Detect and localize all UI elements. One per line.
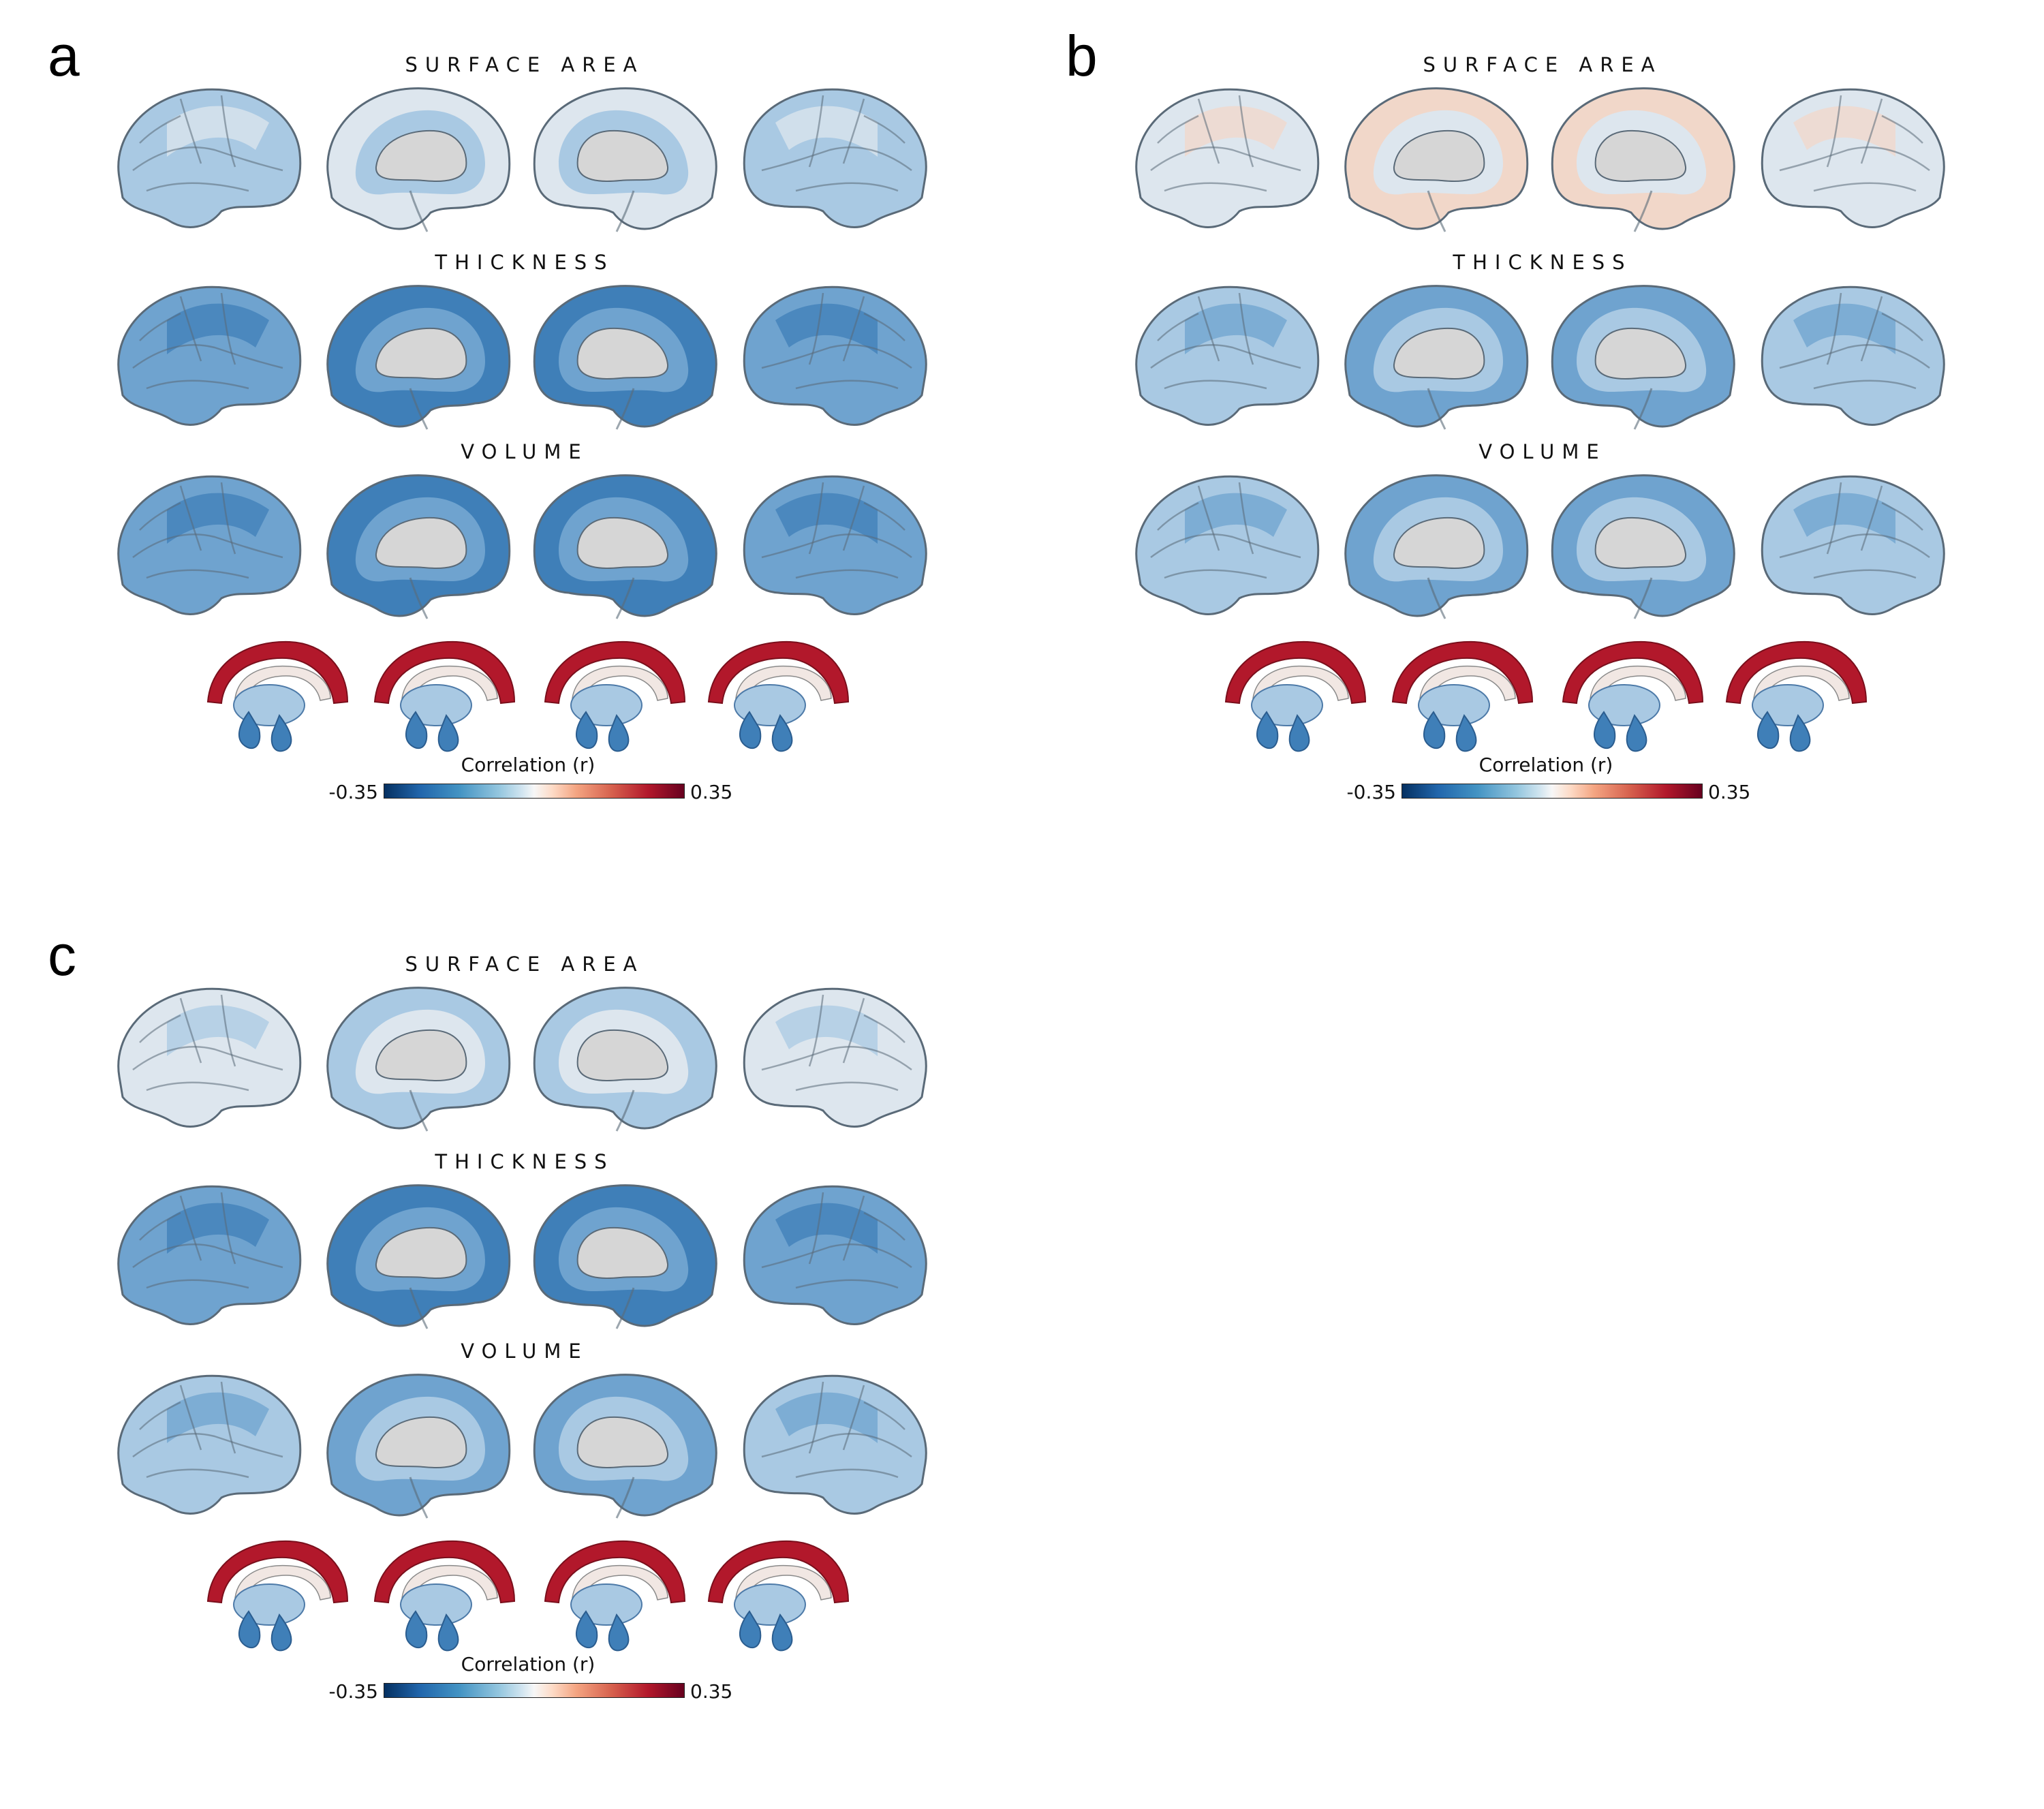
colorbar xyxy=(384,1683,685,1698)
colorbar xyxy=(384,784,685,799)
brain-maps xyxy=(117,87,927,752)
panel-label: a xyxy=(48,24,80,88)
row-title-volume: VOLUME xyxy=(1478,440,1607,463)
colorbar-title: Correlation (r) xyxy=(461,1653,595,1675)
brain-maps xyxy=(117,987,927,1652)
colorbar-title: Correlation (r) xyxy=(461,754,595,776)
row-title-volume: VOLUME xyxy=(461,440,589,463)
row-title-surface-area: SURFACE AREA xyxy=(405,53,645,76)
row-title-surface-area: SURFACE AREA xyxy=(405,953,645,976)
colorbar-min-label: -0.35 xyxy=(328,1680,378,1703)
panel-a: a SURFACE AREA THICKNESS VOLUME Correlat… xyxy=(0,0,1022,886)
row-title-thickness: THICKNESS xyxy=(435,251,615,274)
panel-label: b xyxy=(1066,24,1098,88)
row-title-surface-area: SURFACE AREA xyxy=(1423,53,1662,76)
colorbar-title: Correlation (r) xyxy=(1478,754,1613,776)
panel-b: b SURFACE AREA THICKNESS VOLUME Correlat… xyxy=(1018,0,2040,886)
colorbar-max-label: 0.35 xyxy=(1708,781,1751,803)
row-title-volume: VOLUME xyxy=(461,1340,589,1363)
panel-label: c xyxy=(48,923,76,987)
row-title-thickness: THICKNESS xyxy=(435,1150,615,1173)
colorbar-max-label: 0.35 xyxy=(690,781,733,803)
panel-c: c SURFACE AREA THICKNESS VOLUME Correlat… xyxy=(0,899,1022,1785)
colorbar-min-label: -0.35 xyxy=(328,781,378,803)
brain-maps xyxy=(1135,87,1945,752)
colorbar-max-label: 0.35 xyxy=(690,1680,733,1703)
row-title-thickness: THICKNESS xyxy=(1453,251,1632,274)
colorbar-min-label: -0.35 xyxy=(1346,781,1396,803)
colorbar xyxy=(1402,784,1703,799)
